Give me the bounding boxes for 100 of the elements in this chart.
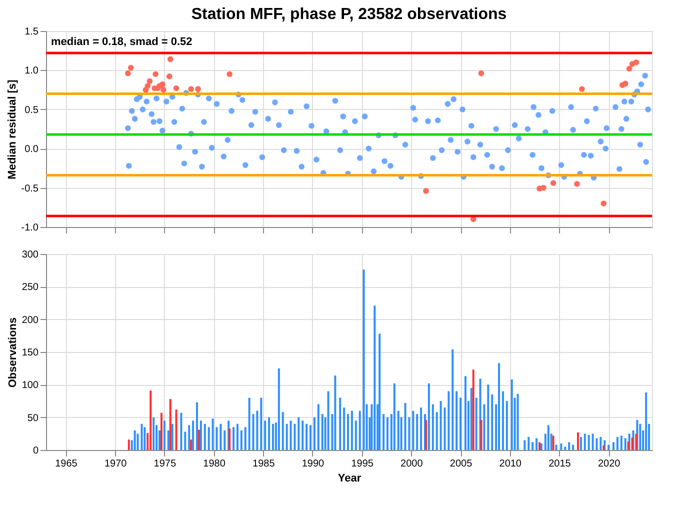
bar	[128, 440, 130, 450]
bar	[327, 391, 330, 450]
bar	[175, 409, 178, 450]
bar	[278, 368, 280, 450]
y-tick-label: 0.0	[24, 144, 39, 156]
bar	[404, 402, 406, 450]
x-tick-label: 1995	[351, 458, 374, 470]
bar	[347, 414, 350, 450]
bar	[424, 420, 427, 450]
point	[226, 71, 232, 78]
bar	[506, 401, 508, 450]
bar	[568, 442, 570, 450]
bar	[313, 417, 316, 450]
bar	[248, 398, 250, 450]
bar	[236, 424, 238, 450]
bar	[616, 436, 618, 450]
bar	[298, 417, 300, 450]
bar	[204, 424, 206, 450]
bar	[240, 430, 242, 450]
bar	[354, 420, 357, 450]
x-tick-label: 2000	[400, 458, 424, 470]
x-tick-label: 1975	[154, 458, 176, 470]
bar	[232, 427, 235, 450]
y-tick-label: 1.5	[24, 26, 39, 38]
x-tick-label: 1990	[302, 458, 325, 470]
point	[195, 86, 201, 92]
bar	[198, 430, 200, 450]
bar	[588, 434, 590, 450]
bar	[208, 427, 210, 450]
bar	[220, 424, 222, 450]
bar	[448, 391, 450, 450]
bar	[358, 410, 361, 450]
y-tick-label: 0.5	[24, 104, 39, 116]
bar	[498, 363, 500, 450]
bar	[420, 408, 422, 450]
bar	[608, 444, 610, 450]
bar	[564, 446, 566, 450]
y-tick-label: 100	[22, 380, 39, 392]
point	[166, 74, 172, 80]
bar	[428, 383, 430, 450]
bar	[382, 414, 385, 450]
y-tick-label: 200	[22, 314, 39, 326]
y-axis-title: Observations	[6, 317, 19, 388]
bar	[627, 442, 630, 450]
bar	[190, 440, 192, 450]
chart-title: Station MFF, phase P, 23582 observations	[191, 6, 507, 23]
bar	[282, 412, 284, 450]
bar	[580, 436, 582, 450]
bar	[436, 412, 438, 450]
bar	[487, 384, 490, 450]
bar	[268, 417, 270, 450]
x-tick-label: 2010	[499, 458, 522, 470]
bar	[532, 442, 534, 450]
y-axis-title: Median residual [s]	[6, 79, 18, 180]
point	[478, 70, 484, 76]
point	[128, 64, 134, 71]
bar	[480, 420, 482, 450]
point	[626, 66, 632, 72]
x-axis-title: Year	[338, 472, 362, 484]
bar	[536, 438, 538, 450]
bar	[502, 391, 504, 450]
point	[160, 81, 166, 88]
bar	[528, 436, 530, 450]
point	[423, 188, 429, 194]
bar	[432, 404, 434, 450]
y-tick-label: 0	[32, 446, 39, 456]
x-tick-label: 1980	[203, 458, 226, 470]
bar	[602, 445, 605, 450]
point	[540, 184, 546, 191]
bar	[600, 436, 602, 450]
bar	[510, 379, 513, 450]
bar	[244, 427, 246, 450]
bar	[456, 391, 458, 450]
bar	[294, 424, 296, 450]
bar	[310, 425, 312, 450]
bar	[547, 425, 550, 450]
bar	[639, 424, 642, 450]
bar	[374, 306, 376, 450]
bar	[393, 383, 396, 450]
bar	[524, 440, 526, 450]
bar	[635, 434, 638, 450]
bar	[286, 424, 288, 450]
bar	[152, 417, 155, 450]
bar	[339, 398, 342, 450]
bar	[256, 410, 258, 450]
bar	[140, 424, 143, 450]
bar	[470, 388, 472, 450]
bar	[252, 414, 254, 450]
bar	[160, 412, 162, 450]
point	[579, 86, 585, 92]
x-tick-label: 2005	[450, 458, 473, 470]
bar	[150, 390, 152, 450]
point	[622, 80, 628, 86]
x-tick-label: 2020	[598, 458, 621, 470]
bar	[264, 420, 266, 450]
y-tick-label: -0.5	[21, 183, 39, 194]
point	[125, 70, 131, 76]
bar	[169, 399, 172, 450]
bar	[144, 427, 146, 450]
y-tick-label: 1.0	[24, 66, 39, 77]
